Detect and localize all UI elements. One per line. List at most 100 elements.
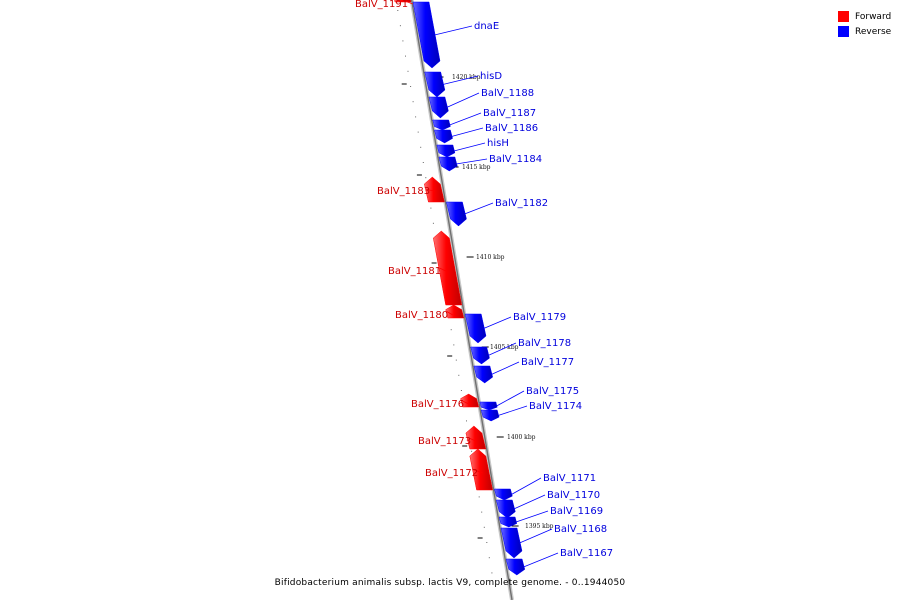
gene-label-BalV_1179[interactable]: BalV_1179 <box>513 312 566 323</box>
scale-tick-label: 1420 kbp <box>452 74 481 81</box>
gene-label-BalV_1184[interactable]: BalV_1184 <box>489 154 542 165</box>
gene-arrow-BalV_1186[interactable] <box>434 129 453 144</box>
scale-tick-label: 1410 kbp <box>476 254 505 261</box>
scale-dot <box>425 177 427 179</box>
gene-arrow-BalV_1177[interactable] <box>473 365 493 384</box>
gene-arrow-BalV_1171[interactable] <box>494 488 513 501</box>
gene-BalV_1183[interactable]: BalV_1183 <box>377 176 445 203</box>
gene-BalV_1175[interactable]: BalV_1175 <box>479 386 579 411</box>
gene-BalV_1172[interactable]: BalV_1172 <box>425 448 493 491</box>
gene-BalV_1174[interactable]: BalV_1174 <box>480 401 582 422</box>
gene-arrow-BalV_1180[interactable] <box>445 304 465 319</box>
gene-arrow-BalV_1168[interactable] <box>500 527 523 559</box>
scale-tick-label: 1415 kbp <box>462 164 491 171</box>
gene-arrow-BalV_1179[interactable] <box>464 313 487 344</box>
gene-BalV_1191[interactable]: BalV_1191 <box>355 0 413 10</box>
gene-BalV_1184[interactable]: BalV_1184 <box>438 154 542 172</box>
gene-BalV_1177[interactable]: BalV_1177 <box>473 357 574 384</box>
gene-BalV_1170[interactable]: BalV_1170 <box>495 490 600 519</box>
gene-arrow-BalV_1178[interactable] <box>470 346 490 365</box>
scale-dot <box>471 450 473 452</box>
scale-tick-label: 1400 kbp <box>507 434 536 441</box>
gene-label-BalV_1181[interactable]: BalV_1181 <box>388 266 441 277</box>
gene-BalV_1187[interactable]: BalV_1187 <box>432 108 536 131</box>
gene-arrow-BalV_1183[interactable] <box>424 176 445 203</box>
gene-label-BalV_1167[interactable]: BalV_1167 <box>560 548 613 559</box>
scale-dot <box>486 542 488 543</box>
gene-arrow-BalV_1188[interactable] <box>428 96 449 119</box>
gene-BalV_1173[interactable]: BalV_1173 <box>418 425 487 450</box>
genome-backbone <box>409 0 514 600</box>
gene-hisD[interactable]: hisD <box>424 71 503 98</box>
gene-arrow-hisH[interactable] <box>436 144 456 158</box>
gene-BalV_1188[interactable]: BalV_1188 <box>428 88 534 119</box>
gene-arrow-BalV_1176[interactable] <box>460 393 480 408</box>
gene-arrow-BalV_1175[interactable] <box>479 401 498 411</box>
gene-label-BalV_1186[interactable]: BalV_1186 <box>485 123 538 134</box>
gene-label-BalV_1176[interactable]: BalV_1176 <box>411 399 464 410</box>
legend-label-forward: Forward <box>855 11 892 22</box>
gene-label-hisH[interactable]: hisH <box>487 138 509 149</box>
gene-label-BalV_1183[interactable]: BalV_1183 <box>377 186 430 197</box>
gene-BalV_1167[interactable]: BalV_1167 <box>505 548 613 576</box>
gene-label-BalV_1182[interactable]: BalV_1182 <box>495 198 548 209</box>
gene-leader-BalV_1177 <box>491 361 520 375</box>
scale-dot <box>432 222 434 224</box>
gene-arrow-hisD[interactable] <box>424 71 446 98</box>
gene-arrow-BalV_1169[interactable] <box>498 516 518 528</box>
gene-hisH[interactable]: hisH <box>436 138 509 158</box>
gene-arrow-BalV_1187[interactable] <box>432 119 451 131</box>
gene-arrow-BalV_1184[interactable] <box>438 156 458 172</box>
gene-leader-BalV_1175 <box>496 390 525 407</box>
gene-leader-BalV_1169 <box>515 510 549 523</box>
gene-label-dnaE[interactable]: dnaE <box>474 21 499 32</box>
gene-BalV_1179[interactable]: BalV_1179 <box>464 312 566 344</box>
gene-label-BalV_1172[interactable]: BalV_1172 <box>425 468 478 479</box>
scale-dot <box>407 70 409 72</box>
scale-tick-label: 1405 kbp <box>490 344 519 351</box>
gene-label-BalV_1187[interactable]: BalV_1187 <box>483 108 536 119</box>
gene-label-BalV_1170[interactable]: BalV_1170 <box>547 490 600 501</box>
gene-label-BalV_1169[interactable]: BalV_1169 <box>550 506 603 517</box>
gene-leader-BalV_1184 <box>456 158 488 165</box>
gene-arrow-BalV_1174[interactable] <box>480 409 500 422</box>
gene-label-BalV_1175[interactable]: BalV_1175 <box>526 386 579 397</box>
gene-arrow-BalV_1170[interactable] <box>495 499 516 519</box>
gene-BalV_1176[interactable]: BalV_1176 <box>411 393 480 410</box>
gene-label-BalV_1177[interactable]: BalV_1177 <box>521 357 574 368</box>
gene-arrow-BalV_1172[interactable] <box>469 448 493 491</box>
gene-dnaE[interactable]: dnaE <box>412 1 499 69</box>
gene-label-BalV_1178[interactable]: BalV_1178 <box>518 338 571 349</box>
gene-arrow-BalV_1167[interactable] <box>505 558 526 576</box>
legend-swatch-forward <box>838 11 849 22</box>
gene-label-BalV_1168[interactable]: BalV_1168 <box>554 524 607 535</box>
gene-label-BalV_1191[interactable]: BalV_1191 <box>355 0 408 10</box>
gene-leader-BalV_1186 <box>451 127 484 137</box>
gene-label-BalV_1188[interactable]: BalV_1188 <box>481 88 534 99</box>
gene-label-BalV_1180[interactable]: BalV_1180 <box>395 310 448 321</box>
gene-BalV_1169[interactable]: BalV_1169 <box>498 506 603 528</box>
gene-arrow-BalV_1182[interactable] <box>446 201 467 227</box>
gene-leader-BalV_1180 <box>446 311 454 316</box>
gene-BalV_1186[interactable]: BalV_1186 <box>434 123 538 144</box>
scale-dot <box>420 146 422 148</box>
gene-leader-BalV_1170 <box>513 494 546 510</box>
gene-BalV_1182[interactable]: BalV_1182 <box>446 198 548 227</box>
scale-dot <box>466 420 467 422</box>
gene-label-BalV_1173[interactable]: BalV_1173 <box>418 436 471 447</box>
gene-BalV_1171[interactable]: BalV_1171 <box>494 473 596 501</box>
legend: Forward Reverse <box>838 9 891 39</box>
gene-label-hisD[interactable]: hisD <box>480 71 502 82</box>
scale-dot <box>455 359 457 361</box>
scale-dot <box>478 496 480 498</box>
gene-label-BalV_1171[interactable]: BalV_1171 <box>543 473 596 484</box>
gene-BalV_1180[interactable]: BalV_1180 <box>395 304 465 321</box>
scale-dot <box>483 526 485 528</box>
gene-arrow-dnaE[interactable] <box>412 1 441 69</box>
scale-dot <box>402 40 404 42</box>
map-caption: Bifidobacterium animalis subsp. lactis V… <box>274 578 626 588</box>
gene-BalV_1178[interactable]: BalV_1178 <box>470 338 571 365</box>
gene-label-BalV_1174[interactable]: BalV_1174 <box>529 401 582 412</box>
gene-BalV_1168[interactable]: BalV_1168 <box>500 524 607 559</box>
